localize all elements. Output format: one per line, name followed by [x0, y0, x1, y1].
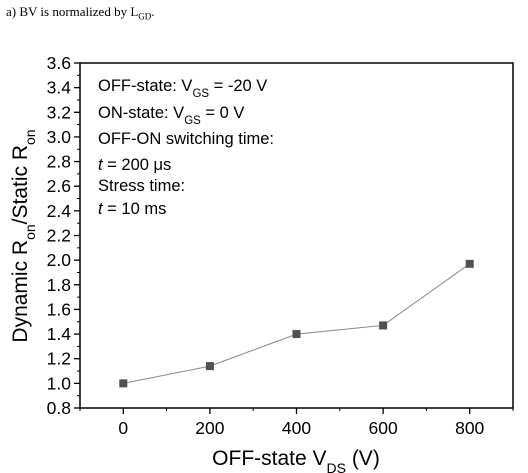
y-tick-label: 1.4	[47, 324, 72, 344]
annotation-line-4: t = 200 μs	[98, 156, 171, 174]
data-point	[292, 330, 301, 339]
data-point	[119, 379, 128, 388]
figure-caption: a) BV is normalized by LGD.	[6, 4, 155, 22]
annotation-line-6: t = 10 ms	[98, 200, 166, 218]
data-point	[205, 362, 214, 371]
y-tick-label: 3.6	[47, 53, 71, 73]
annotation-line-3: OFF-ON switching time:	[98, 130, 274, 148]
y-axis-title-sub-1: on	[22, 224, 38, 240]
annotation-line-1: OFF-state: VGS = -20 V	[98, 77, 267, 100]
annotation-line-1-sub: GS	[192, 88, 209, 100]
series-line	[123, 263, 470, 384]
data-point	[465, 259, 474, 268]
annotation-line-2-sub: GS	[184, 115, 201, 127]
y-tick-label: 1.0	[47, 373, 72, 393]
x-tick-label: 400	[282, 418, 311, 438]
y-tick-label: 2.2	[47, 226, 71, 246]
y-tick-label: 2.8	[47, 152, 71, 172]
y-axis-title-sub-2: on	[22, 129, 38, 145]
annotation-line-5: Stress time:	[98, 177, 185, 195]
caption-prefix: a) BV is normalized by L	[6, 4, 139, 19]
annotation-line-2: ON-state: VGS = 0 V	[98, 104, 244, 127]
y-tick-label: 2.0	[47, 250, 72, 270]
y-tick-label: 1.2	[47, 349, 71, 369]
x-tick-label: 800	[455, 418, 484, 438]
y-tick-label: 3.0	[47, 127, 72, 147]
y-tick-label: 2.4	[47, 201, 72, 221]
y-axis-title: Dynamic Ron/Static Ron	[9, 129, 38, 342]
x-axis-title-sub: DS	[327, 460, 346, 473]
x-tick-label: 200	[195, 418, 224, 438]
x-tick-label: 600	[368, 418, 397, 438]
caption-suffix: .	[151, 4, 155, 19]
y-tick-label: 3.4	[47, 78, 72, 98]
y-tick-label: 1.8	[47, 275, 71, 295]
x-tick-label: 0	[118, 418, 128, 438]
data-point	[379, 321, 388, 330]
x-axis-title: OFF-state VDS (V)	[212, 447, 380, 473]
y-tick-label: 2.6	[47, 176, 71, 196]
y-tick-label: 1.6	[47, 299, 71, 319]
y-tick-label: 3.2	[47, 102, 71, 122]
caption-subscript: GD	[138, 11, 152, 22]
y-tick-label: 0.8	[47, 398, 71, 418]
